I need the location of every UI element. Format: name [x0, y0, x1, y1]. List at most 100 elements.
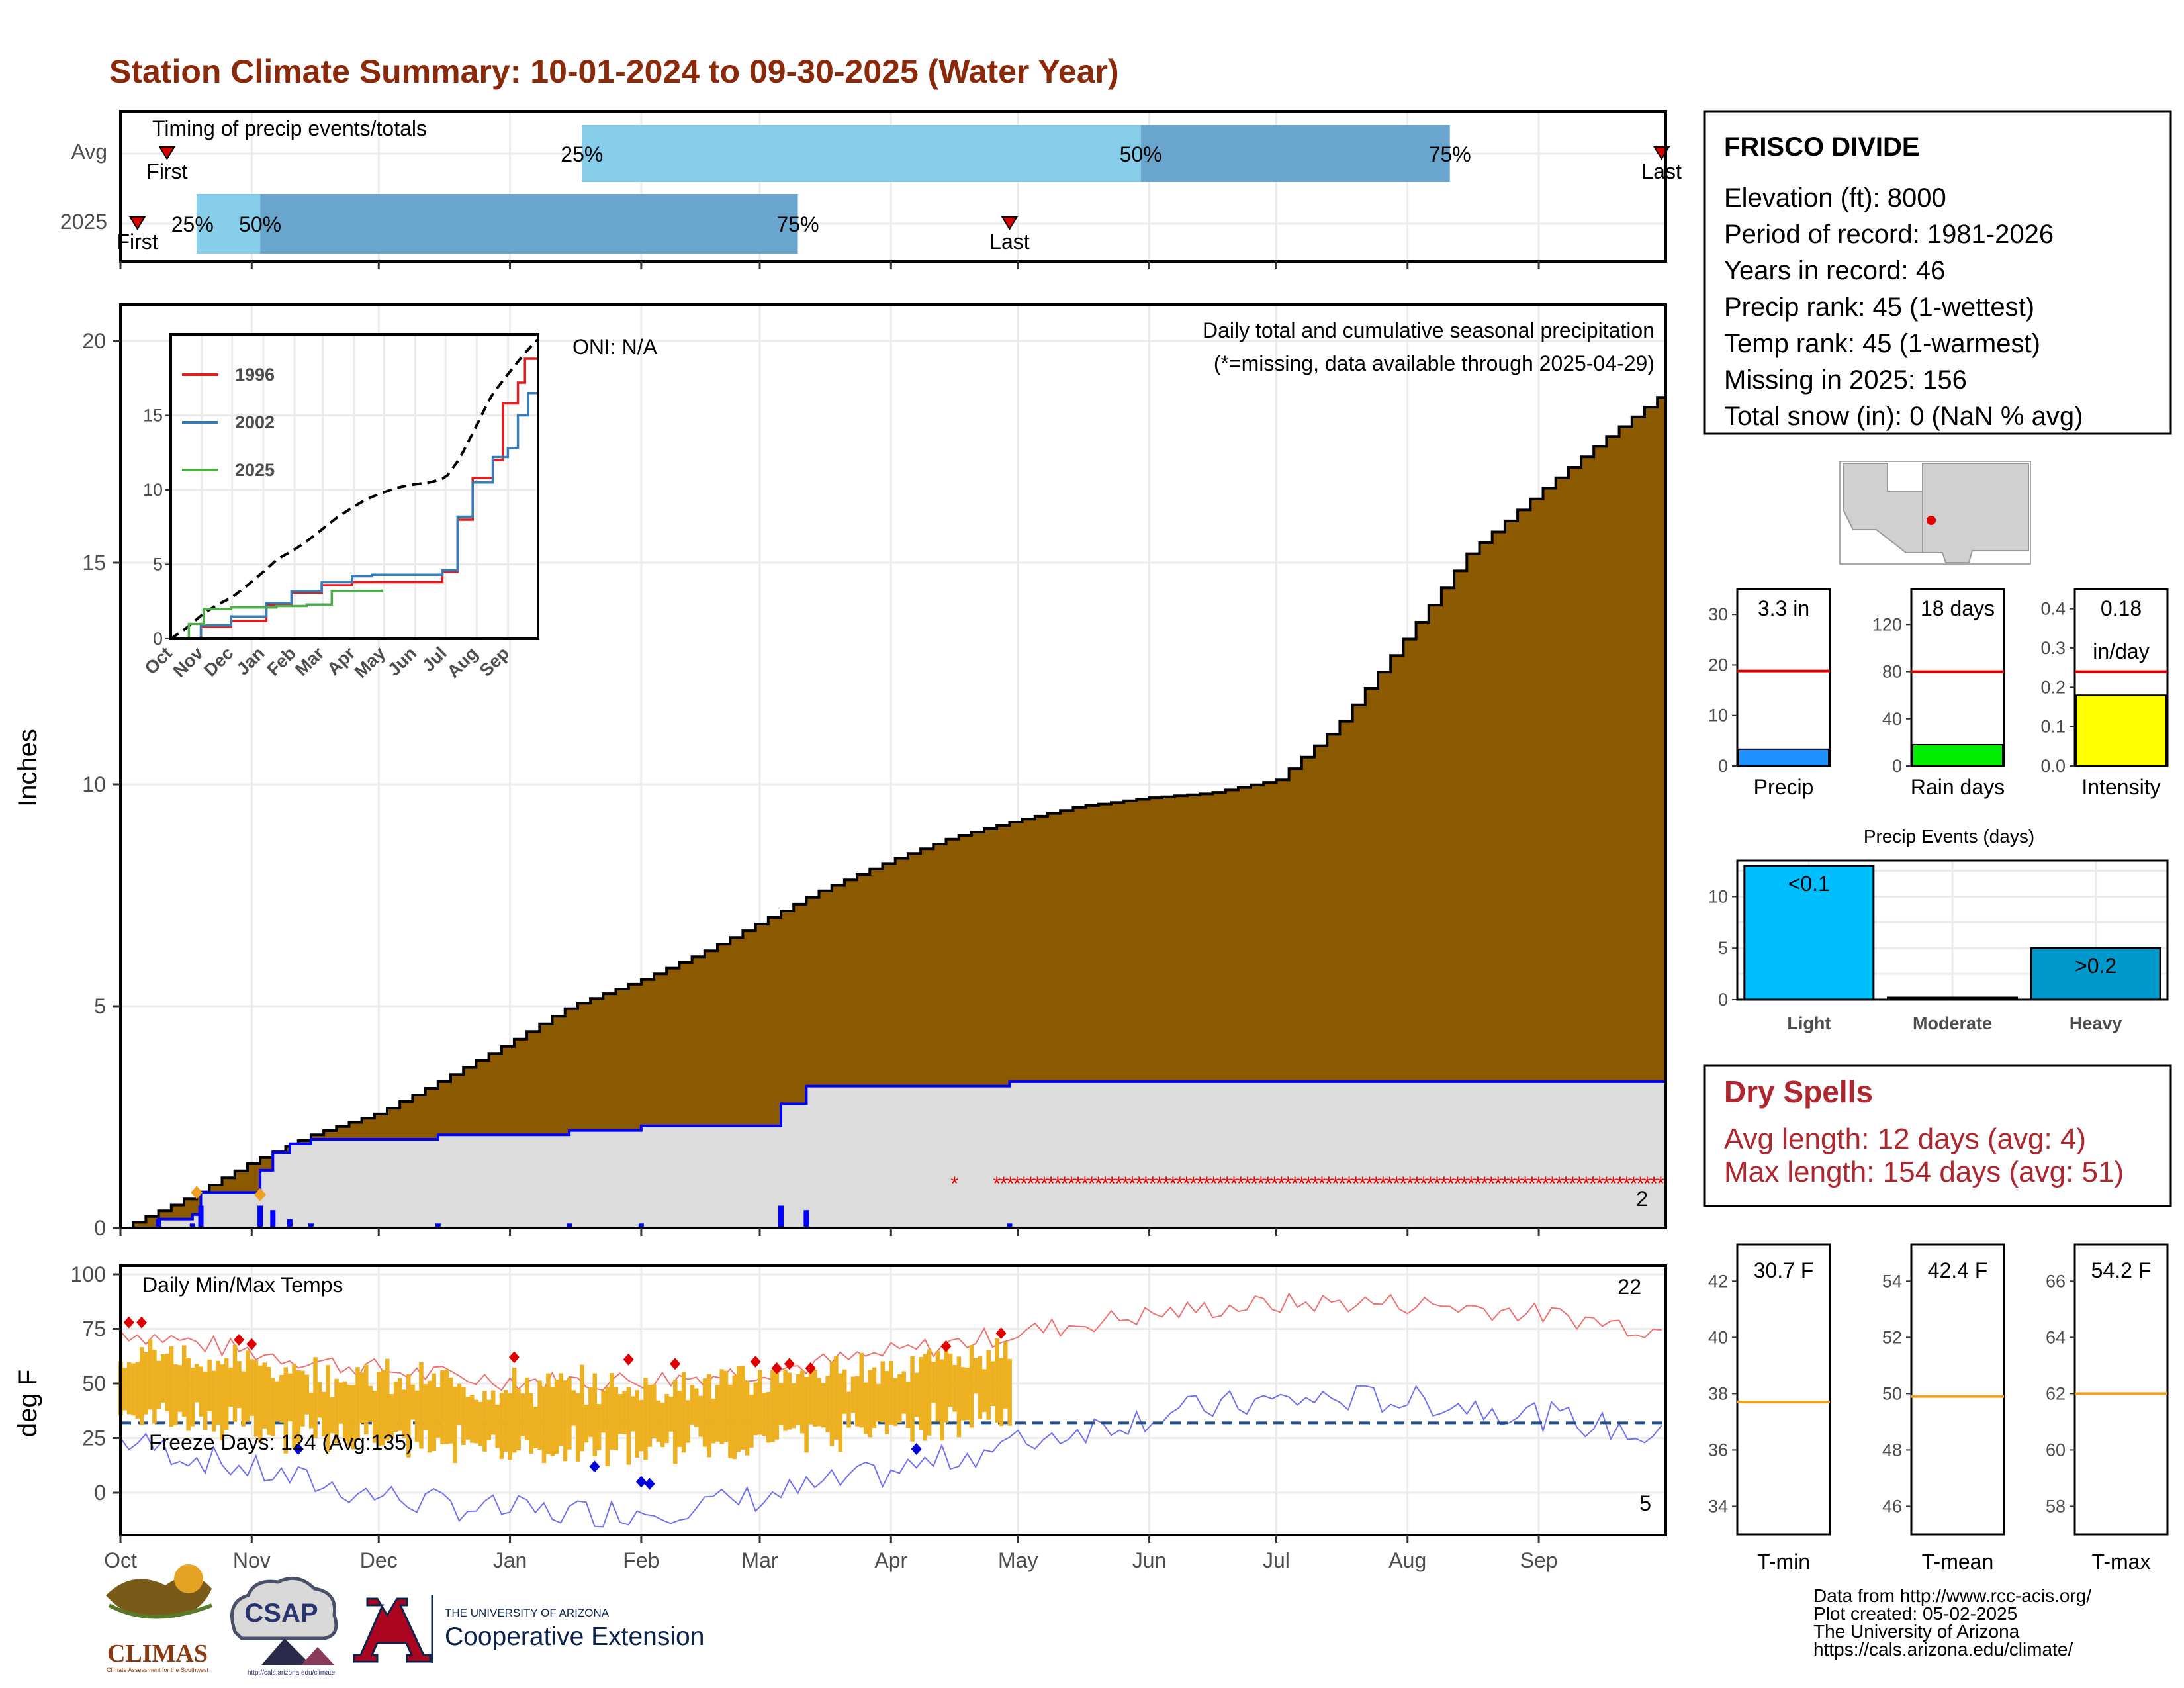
daily-temp-bar — [359, 1372, 365, 1424]
missing-star: * — [1569, 1173, 1576, 1195]
daily-temp-bar — [393, 1382, 398, 1432]
temp-bar-tick-label: 38 — [1708, 1383, 1728, 1403]
daily-temp-bar — [719, 1369, 724, 1444]
missing-star: * — [1630, 1173, 1638, 1195]
daily-temp-bar — [923, 1354, 927, 1441]
climas-logo-text: CLIMAS — [107, 1640, 208, 1667]
daily-temp-bar — [982, 1369, 987, 1412]
daily-temp-bar — [207, 1359, 212, 1412]
missing-star: * — [1020, 1173, 1028, 1195]
daily-temp-bar — [596, 1404, 602, 1450]
temp-ylabel: deg F — [13, 1370, 42, 1437]
daily-temp-bar — [610, 1372, 614, 1450]
daily-temp-bar — [617, 1394, 623, 1434]
missing-star: * — [1508, 1173, 1516, 1195]
month-tick-label: Feb — [623, 1548, 659, 1572]
daily-temp-bar — [275, 1381, 280, 1421]
temp-bar-label: T-max — [2092, 1550, 2151, 1573]
month-axis: Oct Nov Dec Jan Feb Mar Apr May Jun Jul Aug Sep — [104, 261, 1558, 1572]
daily-temp-bar — [338, 1382, 343, 1424]
missing-star: * — [1047, 1173, 1055, 1195]
daily-temp-bar — [694, 1388, 699, 1427]
daily-temp-bar — [715, 1385, 720, 1442]
daily-temp-bar — [453, 1386, 457, 1464]
daily-precip-bar — [567, 1223, 572, 1228]
dry-spells-title: Dry Spells — [1724, 1074, 1873, 1109]
mini-bar-tick-label: 120 — [1872, 614, 1902, 634]
missing-star: * — [1392, 1173, 1400, 1195]
csap-logo: CSAP http://cals.arizona.edu/climate — [230, 1576, 338, 1677]
record-high-marker — [623, 1353, 634, 1366]
missing-star: * — [1413, 1173, 1421, 1195]
daily-precip-bar — [287, 1219, 293, 1228]
missing-star: * — [1596, 1173, 1604, 1195]
temp-ytick-label: 75 — [82, 1317, 106, 1341]
daily-temp-bar — [986, 1350, 991, 1420]
temp-ytick-label: 50 — [82, 1372, 106, 1395]
daily-temp-bar — [622, 1391, 627, 1434]
station-precip-rank: Precip rank: 45 (1-wettest) — [1724, 293, 2034, 322]
missing-star: * — [1501, 1173, 1509, 1195]
missing-star: * — [1345, 1173, 1353, 1195]
daily-temp-bar — [385, 1358, 390, 1441]
month-tick-label: Dec — [360, 1548, 398, 1572]
inset-month-label: Aug — [443, 643, 482, 682]
timing-pct-label: 50% — [239, 212, 281, 236]
record-high-marker — [784, 1358, 795, 1370]
inset-month-label: Apr — [323, 643, 359, 679]
daily-temp-bar — [910, 1356, 915, 1442]
daily-temp-bar — [211, 1370, 216, 1432]
missing-star: * — [1183, 1173, 1191, 1195]
missing-star: * — [1223, 1173, 1231, 1195]
precip-event-category: Light — [1787, 1013, 1831, 1033]
missing-star: * — [1074, 1173, 1082, 1195]
daily-temp-bar — [677, 1391, 682, 1447]
missing-star: * — [1406, 1173, 1414, 1195]
mini-bar-frame — [1736, 588, 1831, 767]
daily-temp-bar — [364, 1364, 369, 1435]
daily-temp-bar — [846, 1391, 851, 1428]
daily-temp-bar — [203, 1371, 208, 1430]
missing-star: * — [950, 1173, 958, 1195]
daily-temp-bar — [486, 1399, 492, 1440]
daily-temp-bar — [999, 1358, 1004, 1427]
daily-temp-bar — [304, 1374, 309, 1415]
inset-month-label: Mar — [291, 643, 328, 680]
daily-temp-bar — [1007, 1358, 1012, 1426]
daily-temp-bar — [732, 1375, 737, 1460]
inset-month-label: May — [351, 643, 389, 682]
daily-temp-bar — [220, 1364, 225, 1441]
daily-temp-bar — [465, 1397, 471, 1440]
temp-bar-frame — [2073, 1243, 2169, 1536]
mini-bar-label: Precip — [1754, 775, 1814, 799]
timing-marker — [158, 146, 176, 160]
daily-temp-bar — [271, 1378, 275, 1436]
month-tick-label: Jun — [1132, 1548, 1167, 1572]
daily-temp-bar — [707, 1374, 711, 1458]
daily-temp-bar — [825, 1376, 830, 1432]
missing-star: * — [1311, 1173, 1319, 1195]
precip-end-label: 2 — [1636, 1187, 1648, 1211]
missing-star: * — [1040, 1173, 1048, 1195]
precip-event-bar — [1743, 865, 1875, 1001]
missing-star: * — [993, 1173, 1001, 1195]
temperature-summary-bars: 34 36 38 40 42 30.7 F T-min 46 48 50 52 54 42.4 F T-m… — [1708, 1243, 2169, 1573]
temp-ytick-label: 100 — [71, 1262, 106, 1286]
mini-bar-tick-label: 40 — [1882, 709, 1902, 729]
temp-panel: 0 25 50 75 100 deg F Daily Min/Max Temps Fre… — [13, 1262, 1667, 1536]
daily-temp-bar — [266, 1367, 271, 1435]
missing-star: * — [1386, 1173, 1394, 1195]
daily-temp-bar — [262, 1362, 267, 1429]
heavy-day-marker — [191, 1186, 203, 1199]
daily-precip-bar — [198, 1205, 204, 1228]
missing-star: * — [1359, 1173, 1367, 1195]
daily-temp-bar — [216, 1360, 220, 1425]
daily-temp-bar — [749, 1395, 754, 1448]
daily-temp-bar — [169, 1346, 174, 1427]
missing-star: * — [1216, 1173, 1224, 1195]
record-high-marker — [771, 1362, 782, 1374]
precip-event-category: Moderate — [1913, 1013, 1992, 1033]
climas-logo: CLIMAS Climate Assessment for the Southw… — [106, 1564, 213, 1673]
precip-event-bar-label: <0.1 — [1788, 872, 1830, 896]
daily-temp-bar — [766, 1392, 771, 1443]
